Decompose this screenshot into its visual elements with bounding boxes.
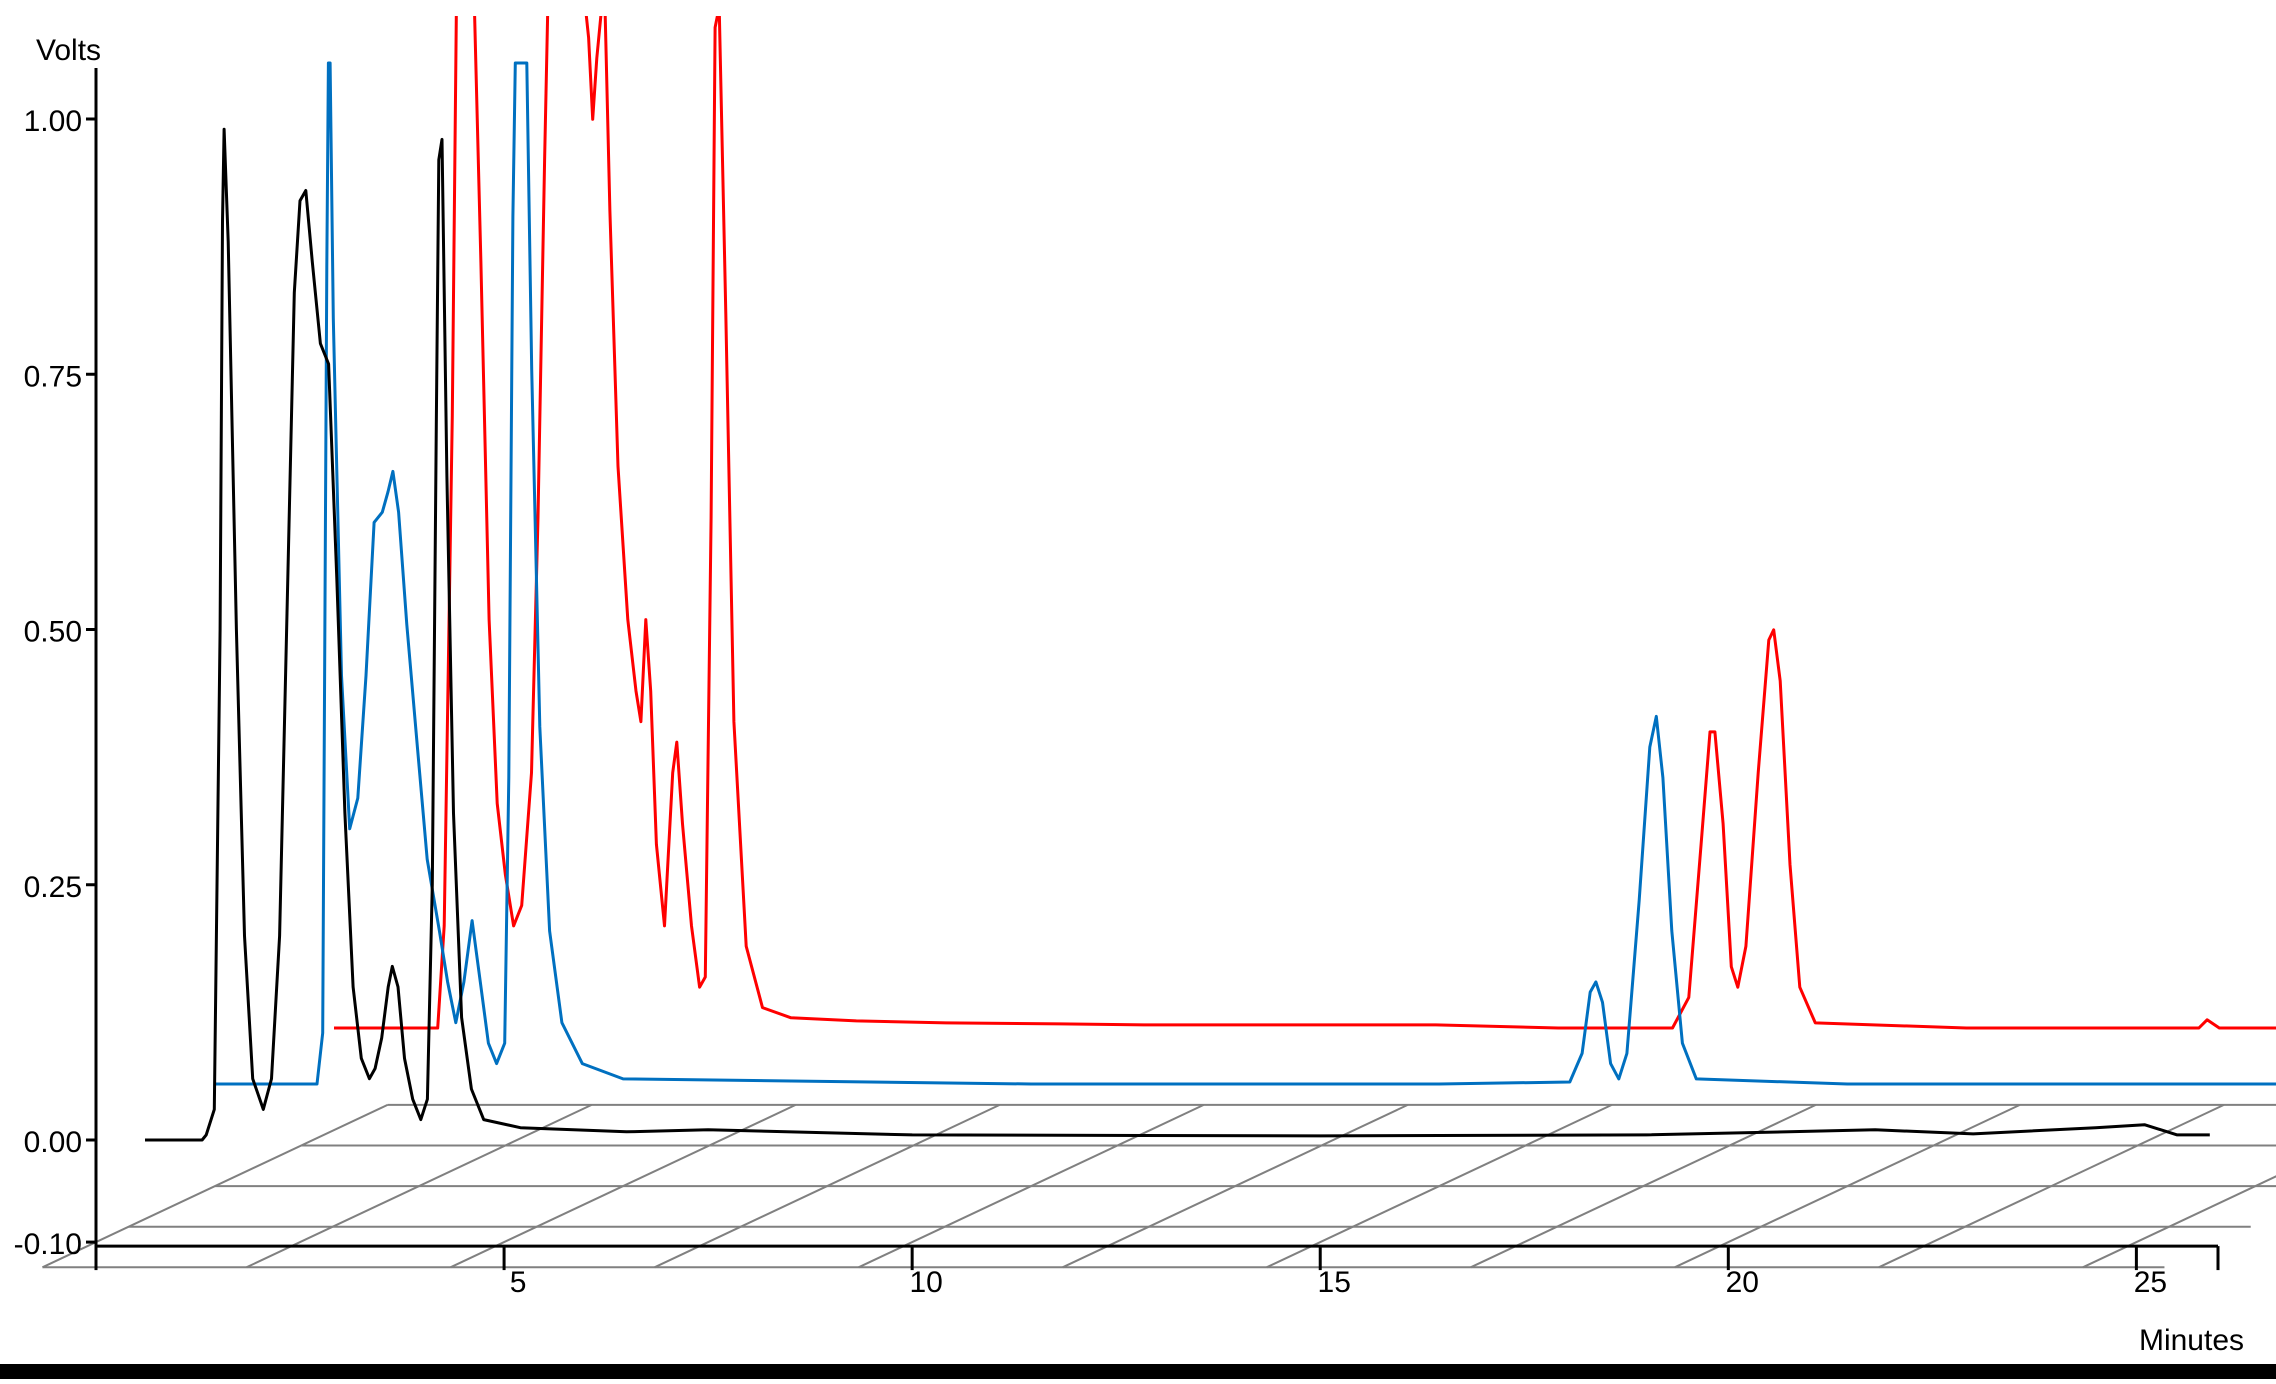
- series-line-1: [145, 127, 2210, 1142]
- x-tick-label: 25: [2134, 1266, 2167, 1299]
- x-tick-label: 10: [909, 1266, 942, 1299]
- x-tick-label: 5: [510, 1266, 527, 1299]
- series-line-2: [215, 61, 2276, 1086]
- y-tick-label: 0.00: [24, 1126, 82, 1159]
- y-tick-label: 0.75: [24, 360, 82, 393]
- y-axis-title: Volts: [36, 34, 101, 67]
- floor-grid-depth-line: [858, 1103, 1205, 1269]
- bottom-bar: [0, 1364, 2276, 1379]
- floor-grid-depth-line: [1266, 1103, 1613, 1269]
- floor-grid-depth-line: [246, 1103, 593, 1269]
- y-tick-label: 1.00: [24, 105, 82, 138]
- floor-grid-depth-line: [42, 1103, 388, 1269]
- x-tick-label: 15: [1318, 1266, 1351, 1299]
- series-layer: [145, 16, 2276, 1142]
- axes: -0.10 0.00 0.25 0.50 0.75 1.00 5 10 15 20 25: [14, 67, 2220, 1299]
- floor-grid: [42, 1103, 2276, 1269]
- floor-grid-depth-line: [654, 1103, 1001, 1269]
- series-line-3: [334, 16, 2276, 1030]
- y-tick-label: 0.25: [24, 871, 82, 904]
- y-tick-label: -0.10: [14, 1228, 82, 1261]
- floor-grid-depth-line: [1062, 1103, 1409, 1269]
- y-tick-label: 0.50: [24, 616, 82, 649]
- floor-grid-depth-line: [2082, 1175, 2276, 1269]
- x-axis-title: Minutes: [2139, 1324, 2244, 1357]
- x-tick-label: 20: [1726, 1266, 1759, 1299]
